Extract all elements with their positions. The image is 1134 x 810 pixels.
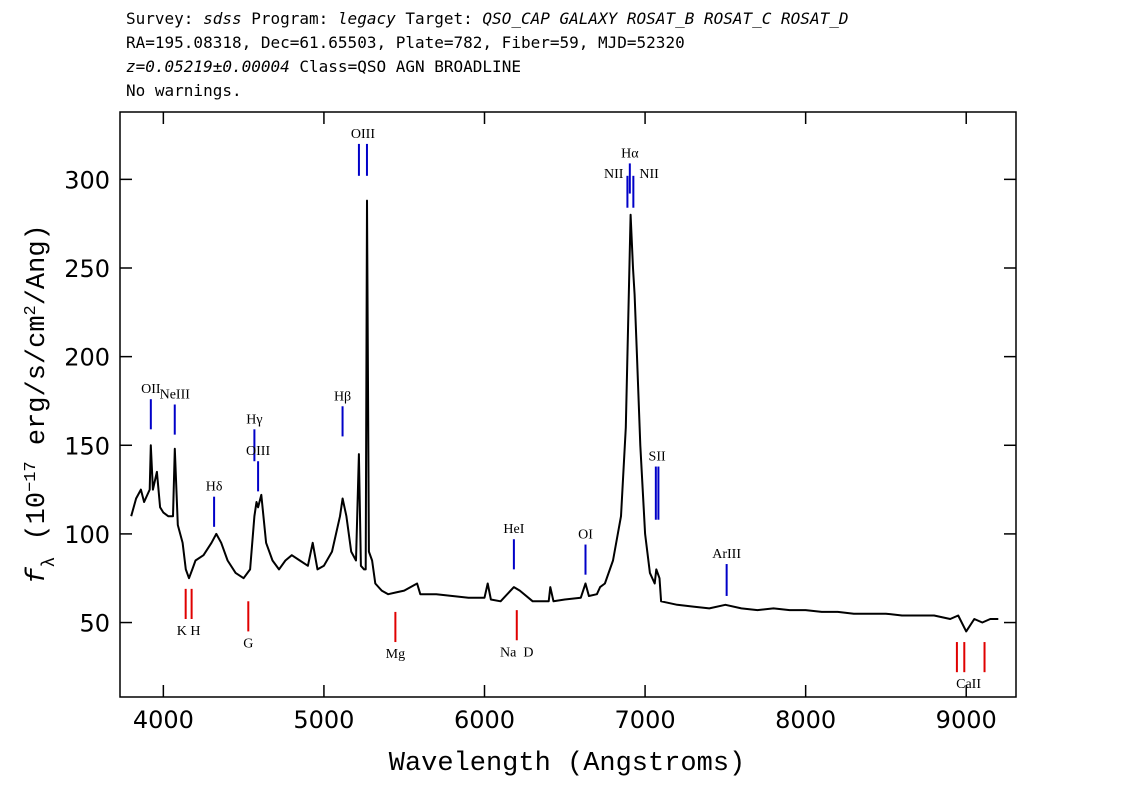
line-label: NII — [639, 167, 659, 182]
y-label-text: f — [23, 567, 53, 584]
line-label: Hγ — [246, 412, 262, 427]
header-text: Program: — [242, 9, 338, 28]
y-label-text: (10 — [23, 492, 53, 557]
header-line: Survey: sdss Program: legacy Target: QSO… — [126, 9, 848, 28]
line-label: Mg — [386, 647, 405, 662]
line-label: Hβ — [334, 389, 351, 404]
y-tick-label: 250 — [64, 255, 110, 283]
y-tick-label: 100 — [64, 521, 110, 549]
line-label: OII — [141, 382, 161, 397]
y-label-text: λ — [40, 557, 60, 568]
line-label: Hα — [621, 146, 639, 161]
y-label-text: 2 — [22, 305, 41, 315]
x-tick-label: 6000 — [454, 706, 515, 734]
line-label: OIII — [351, 127, 375, 142]
header-text: No warnings. — [126, 81, 242, 100]
y-axis-label: fλ (10−17 erg/s/cm2/Ang) — [22, 224, 61, 583]
line-label: HeI — [503, 522, 524, 537]
line-label: CaII — [956, 677, 981, 692]
line-label: Hδ — [206, 480, 223, 495]
line-label: NII — [604, 167, 624, 182]
y-tick-label: 150 — [64, 432, 110, 460]
plot-frame — [119, 111, 1017, 698]
x-axis-label: Wavelength (Angstroms) — [389, 749, 745, 779]
header-text: z=0.05219±0.00004 — [126, 57, 290, 76]
header-line: No warnings. — [126, 81, 242, 100]
line-label: Na D — [500, 645, 533, 660]
header-text: Class=QSO AGN BROADLINE — [290, 57, 521, 76]
x-tick-label: 7000 — [615, 706, 676, 734]
header-text: QSO_CAP GALAXY ROSAT_B ROSAT_C ROSAT_D — [482, 9, 848, 28]
header-text: legacy — [338, 9, 396, 28]
x-tick-label: 8000 — [775, 706, 836, 734]
line-label: G — [243, 636, 253, 651]
x-tick-label: 4000 — [133, 706, 194, 734]
header-text: Survey: — [126, 9, 203, 28]
y-tick-label: 50 — [79, 610, 110, 638]
line-label: SII — [649, 450, 666, 465]
header-line: RA=195.08318, Dec=61.65503, Plate=782, F… — [126, 33, 685, 52]
header-text: Target: — [396, 9, 483, 28]
header-text: RA=195.08318, Dec=61.65503, Plate=782, F… — [126, 33, 685, 52]
spectrum-line — [130, 199, 999, 633]
y-label-text: erg/s/cm — [23, 315, 53, 461]
line-label: K H — [177, 624, 201, 639]
line-label: OIII — [246, 444, 270, 459]
header-line: z=0.05219±0.00004 Class=QSO AGN BROADLIN… — [126, 57, 521, 76]
line-label: OI — [578, 528, 593, 543]
x-tick-label: 5000 — [293, 706, 354, 734]
y-tick-label: 200 — [64, 344, 110, 372]
header-text: sdss — [203, 9, 242, 28]
line-label: NeIII — [160, 388, 191, 403]
y-label-text: /Ang) — [23, 224, 53, 305]
y-label-text: −17 — [22, 461, 41, 492]
y-tick-label: 300 — [64, 166, 110, 194]
x-tick-label: 9000 — [936, 706, 997, 734]
line-label: ArIII — [712, 547, 741, 562]
